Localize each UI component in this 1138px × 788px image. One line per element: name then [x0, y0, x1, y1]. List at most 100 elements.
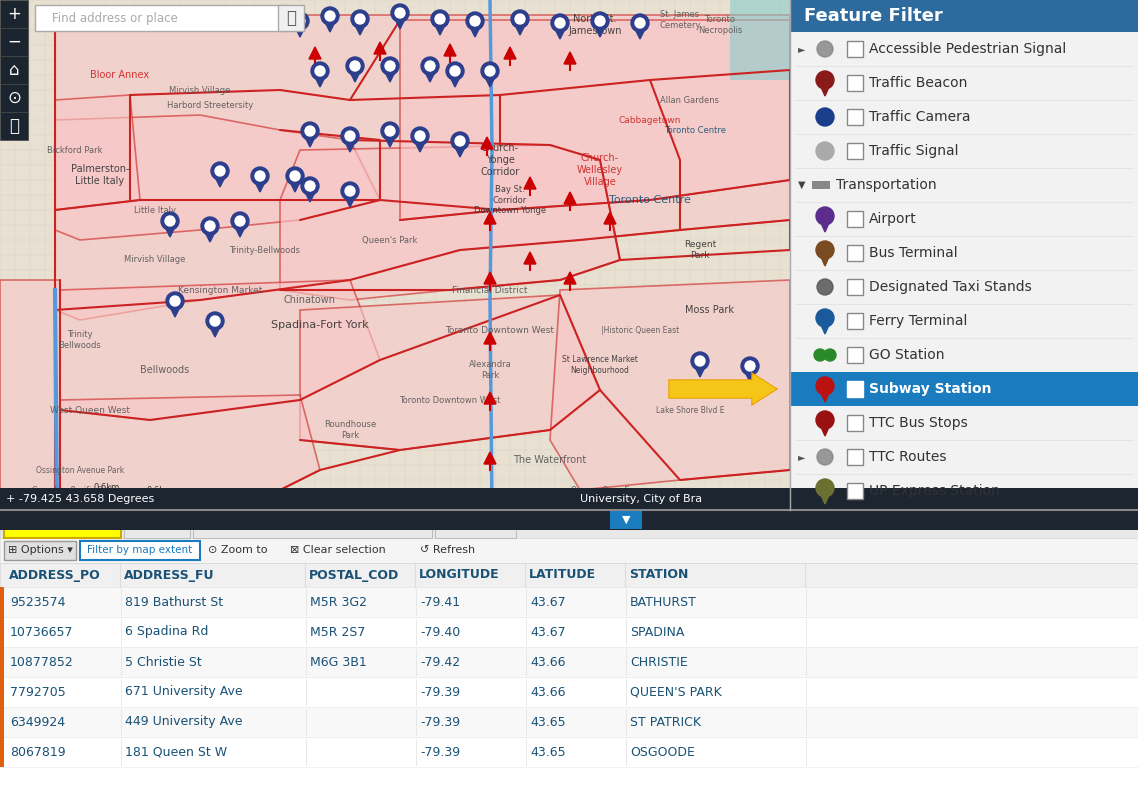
Polygon shape [374, 42, 386, 54]
Circle shape [305, 181, 315, 191]
Bar [847, 75, 863, 91]
Circle shape [424, 61, 435, 71]
Polygon shape [346, 199, 354, 207]
Polygon shape [820, 257, 828, 266]
Bar [80, 541, 200, 560]
Text: 43.65: 43.65 [530, 745, 566, 759]
Circle shape [817, 449, 833, 465]
Circle shape [435, 14, 445, 24]
Circle shape [351, 10, 369, 28]
Text: 10736657: 10736657 [10, 626, 74, 638]
Polygon shape [0, 280, 60, 510]
Bar [847, 347, 863, 363]
Circle shape [325, 11, 335, 21]
Circle shape [345, 131, 355, 141]
Text: ⌂: ⌂ [9, 61, 19, 79]
Text: ►: ► [798, 44, 806, 54]
Text: Schools: Schools [134, 518, 180, 530]
Polygon shape [484, 392, 496, 404]
Text: 449 University Ave: 449 University Ave [125, 716, 242, 728]
Circle shape [816, 479, 834, 497]
Text: 43.67: 43.67 [530, 596, 566, 608]
Circle shape [385, 61, 395, 71]
Text: ⌕: ⌕ [286, 9, 296, 27]
Bar [124, 510, 190, 538]
Bar [0, 488, 790, 510]
Bar [0, 28, 28, 56]
Text: Queens Quay E: Queens Quay E [571, 485, 629, 495]
Bar [790, 488, 1138, 510]
Circle shape [211, 316, 220, 326]
Text: POSTAL_COD: POSTAL_COD [310, 568, 399, 582]
Text: STATION: STATION [629, 568, 688, 582]
Polygon shape [325, 24, 333, 32]
Text: -79.39: -79.39 [420, 745, 460, 759]
Text: 671 University Ave: 671 University Ave [125, 686, 242, 698]
Bar [847, 211, 863, 227]
Polygon shape [747, 374, 754, 382]
Text: ✓: ✓ [849, 381, 861, 396]
Polygon shape [636, 31, 644, 39]
Text: 6 Spadina Rd: 6 Spadina Rd [125, 626, 208, 638]
Polygon shape [556, 31, 564, 39]
Text: Subway Station: Subway Station [16, 518, 108, 530]
Text: Cabbagetown: Cabbagetown [619, 116, 682, 125]
Text: M5R 3G2: M5R 3G2 [310, 596, 366, 608]
Polygon shape [55, 115, 380, 240]
Text: Subway Station: Subway Station [869, 382, 991, 396]
Circle shape [290, 171, 300, 181]
Text: 43.65: 43.65 [530, 716, 566, 728]
Text: Traffic Signal: Traffic Signal [869, 144, 958, 158]
Text: City Ward: City Ward [447, 518, 504, 530]
Polygon shape [820, 325, 828, 334]
Circle shape [300, 122, 319, 140]
Polygon shape [386, 74, 394, 82]
Circle shape [485, 66, 495, 76]
Text: Bus Terminal: Bus Terminal [869, 246, 957, 260]
Polygon shape [523, 177, 536, 189]
Circle shape [591, 12, 609, 30]
Text: Mirvish Village: Mirvish Village [124, 255, 185, 265]
Circle shape [201, 217, 218, 235]
Text: 5 Christie St: 5 Christie St [125, 656, 201, 668]
Text: ST PATRICK: ST PATRICK [630, 716, 701, 728]
Text: ADDRESS_PO: ADDRESS_PO [9, 568, 101, 582]
Circle shape [555, 18, 564, 28]
Circle shape [470, 16, 480, 26]
Polygon shape [291, 184, 299, 192]
Bar [847, 41, 863, 57]
Text: 7792705: 7792705 [10, 686, 66, 698]
Text: ►: ► [798, 452, 806, 462]
Text: -79.42: -79.42 [420, 656, 460, 668]
Polygon shape [386, 139, 394, 147]
FancyArrow shape [670, 375, 775, 403]
Polygon shape [171, 309, 179, 317]
Circle shape [595, 16, 605, 26]
Circle shape [291, 12, 310, 30]
Circle shape [311, 62, 329, 80]
Text: Church-
Yonge
Corridor: Church- Yonge Corridor [480, 143, 520, 177]
Circle shape [346, 57, 364, 75]
Bar [0, 677, 5, 707]
Text: Regent
Park: Regent Park [684, 240, 716, 260]
Text: TTC Bus Stops: TTC Bus Stops [869, 416, 967, 430]
Polygon shape [604, 212, 616, 224]
Circle shape [431, 10, 450, 28]
Circle shape [170, 296, 180, 306]
Text: Little Italy: Little Italy [134, 206, 176, 214]
Circle shape [741, 357, 759, 375]
Circle shape [411, 127, 429, 145]
Text: TTC Routes: TTC Routes [869, 450, 947, 464]
Bar [0, 617, 5, 647]
Polygon shape [211, 329, 218, 337]
Text: LONGITUDE: LONGITUDE [419, 568, 500, 582]
Circle shape [355, 14, 365, 24]
Circle shape [300, 177, 319, 195]
Text: LATITUDE: LATITUDE [529, 568, 596, 582]
Text: Toronto Downtown West: Toronto Downtown West [445, 325, 554, 334]
Bar [0, 563, 1138, 587]
Polygon shape [484, 332, 496, 344]
Polygon shape [444, 44, 456, 56]
Bar [813, 181, 830, 189]
Text: Queen's Park: Queen's Park [362, 236, 418, 244]
